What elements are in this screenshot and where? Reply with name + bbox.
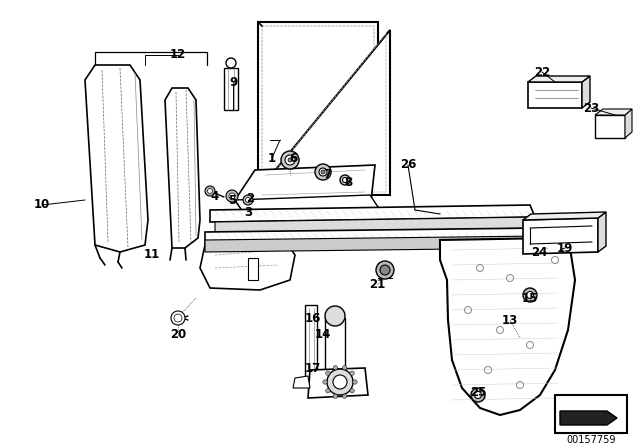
- Polygon shape: [255, 30, 390, 195]
- Polygon shape: [293, 376, 310, 388]
- Polygon shape: [595, 109, 632, 115]
- Circle shape: [207, 189, 212, 194]
- Circle shape: [342, 177, 348, 182]
- Bar: [248, 258, 258, 280]
- Circle shape: [342, 366, 347, 370]
- Text: 6: 6: [289, 151, 297, 164]
- Circle shape: [340, 175, 350, 185]
- Text: 3: 3: [244, 207, 252, 220]
- Bar: [224, 68, 238, 110]
- Circle shape: [326, 371, 330, 375]
- Polygon shape: [200, 240, 295, 290]
- Bar: [325, 318, 345, 373]
- Circle shape: [323, 380, 327, 384]
- Polygon shape: [625, 109, 632, 138]
- Circle shape: [205, 186, 215, 196]
- Circle shape: [229, 193, 235, 199]
- Polygon shape: [210, 205, 535, 222]
- Polygon shape: [560, 411, 617, 425]
- Circle shape: [281, 151, 299, 169]
- Circle shape: [246, 198, 250, 202]
- Circle shape: [333, 366, 337, 370]
- Circle shape: [243, 195, 253, 205]
- Text: 16: 16: [305, 311, 321, 324]
- Polygon shape: [523, 212, 606, 220]
- Circle shape: [471, 388, 485, 402]
- Polygon shape: [308, 368, 368, 398]
- Text: 5: 5: [228, 194, 236, 207]
- Text: 15: 15: [522, 292, 538, 305]
- Bar: [555, 395, 627, 433]
- Bar: [305, 305, 317, 380]
- Circle shape: [171, 311, 185, 325]
- Text: 25: 25: [470, 387, 486, 400]
- Polygon shape: [205, 236, 542, 252]
- Polygon shape: [523, 218, 598, 254]
- Text: 22: 22: [534, 65, 550, 78]
- Circle shape: [315, 164, 331, 180]
- Polygon shape: [595, 115, 625, 138]
- Circle shape: [321, 170, 325, 174]
- Circle shape: [333, 394, 337, 398]
- Polygon shape: [85, 65, 148, 252]
- Polygon shape: [205, 228, 542, 244]
- Circle shape: [226, 190, 238, 202]
- Text: 9: 9: [229, 77, 237, 90]
- Text: 12: 12: [170, 48, 186, 61]
- Text: 1: 1: [268, 151, 276, 164]
- Polygon shape: [528, 82, 582, 108]
- Polygon shape: [528, 76, 590, 82]
- Circle shape: [174, 314, 182, 322]
- Text: 19: 19: [557, 241, 573, 254]
- Polygon shape: [215, 217, 538, 233]
- Text: 10: 10: [34, 198, 50, 211]
- Text: 13: 13: [502, 314, 518, 327]
- Polygon shape: [598, 212, 606, 252]
- Text: 7: 7: [323, 168, 331, 181]
- Polygon shape: [258, 22, 378, 195]
- Circle shape: [327, 369, 353, 395]
- Circle shape: [342, 394, 347, 398]
- Text: 26: 26: [400, 159, 416, 172]
- Circle shape: [333, 375, 347, 389]
- Circle shape: [474, 392, 481, 399]
- Text: 11: 11: [144, 249, 160, 262]
- Text: 21: 21: [369, 279, 385, 292]
- Text: 8: 8: [344, 176, 352, 189]
- Polygon shape: [440, 238, 575, 415]
- Polygon shape: [235, 195, 380, 215]
- Circle shape: [523, 288, 537, 302]
- Circle shape: [319, 168, 327, 176]
- Circle shape: [376, 261, 394, 279]
- Circle shape: [380, 265, 390, 275]
- Circle shape: [288, 158, 292, 162]
- Circle shape: [325, 306, 345, 326]
- Polygon shape: [235, 165, 375, 215]
- Polygon shape: [582, 76, 590, 108]
- Circle shape: [350, 388, 355, 393]
- Text: 4: 4: [211, 190, 219, 202]
- Polygon shape: [165, 88, 200, 248]
- Circle shape: [326, 388, 330, 393]
- Text: 23: 23: [583, 102, 599, 115]
- Circle shape: [226, 58, 236, 68]
- Text: 2: 2: [246, 191, 254, 204]
- Circle shape: [350, 371, 355, 375]
- Text: 24: 24: [531, 246, 547, 258]
- Circle shape: [285, 155, 295, 165]
- Circle shape: [353, 380, 357, 384]
- Text: 17: 17: [305, 362, 321, 375]
- Text: 14: 14: [315, 328, 331, 341]
- Circle shape: [527, 292, 534, 298]
- Text: 20: 20: [170, 328, 186, 341]
- Text: 00157759: 00157759: [566, 435, 616, 445]
